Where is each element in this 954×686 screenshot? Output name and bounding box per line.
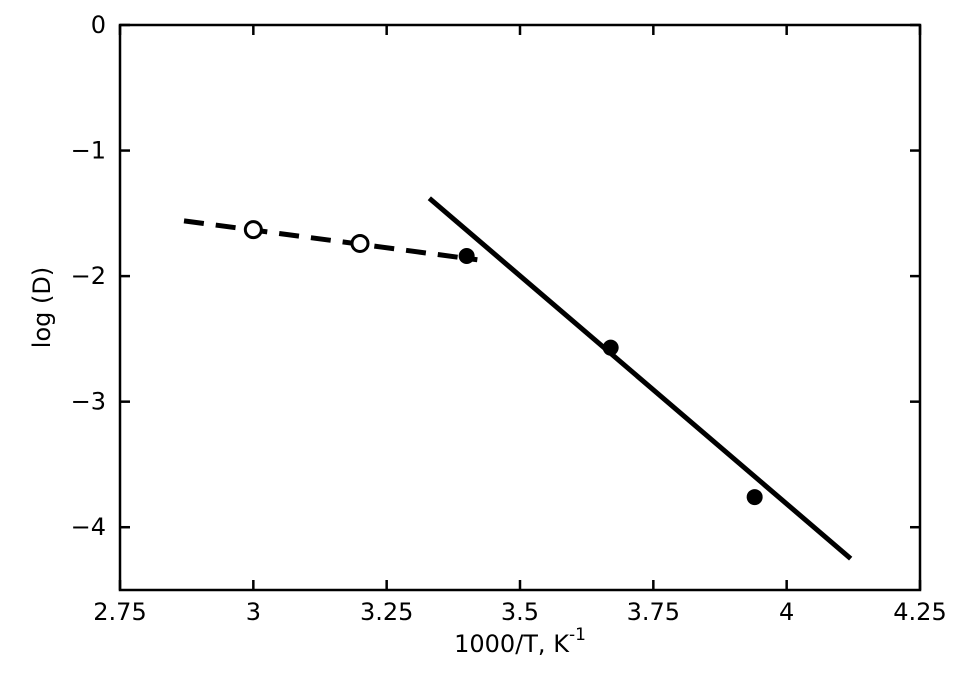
x-tick-label: 4 [779, 598, 794, 626]
marker-filled-points [459, 248, 475, 264]
arrhenius-chart: 2.75 3 3.25 3.5 3.75 4 4.25 0 −1 −2 −3 −4 1000/T, K-… [0, 0, 954, 686]
y-tick-label: −1 [71, 137, 106, 165]
x-tick-label: 3.75 [627, 598, 680, 626]
x-tick-label: 3.25 [360, 598, 413, 626]
marker-filled-points [603, 340, 619, 356]
x-tick-label: 3.5 [501, 598, 539, 626]
x-tick-label: 3 [246, 598, 261, 626]
marker-open-points [352, 235, 368, 251]
y-tick-label: −2 [71, 262, 106, 290]
y-tick-label: −4 [71, 513, 106, 541]
chart-svg: 2.75 3 3.25 3.5 3.75 4 4.25 0 −1 −2 −3 −4 1000/T, K-… [0, 0, 954, 686]
y-tick-label: −3 [71, 388, 106, 416]
x-axis-label: 1000/T, K-1 [454, 625, 586, 658]
marker-open-points [245, 222, 261, 238]
x-tick-label: 4.25 [893, 598, 946, 626]
marker-filled-points [747, 489, 763, 505]
x-tick-label: 2.75 [93, 598, 146, 626]
y-tick-label: 0 [91, 11, 106, 39]
y-axis-label: log (D) [28, 267, 56, 348]
